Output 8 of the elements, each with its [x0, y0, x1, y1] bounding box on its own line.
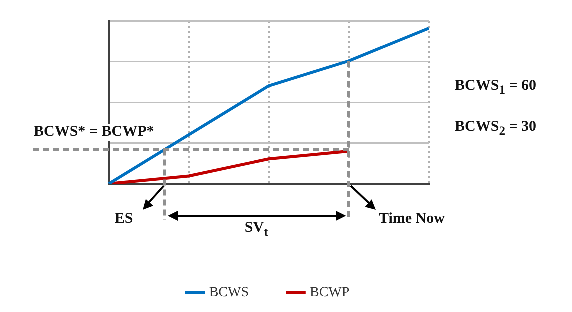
legend-label: BCWP	[310, 286, 350, 301]
text: Time Now	[379, 211, 445, 228]
ref-line-label: BCWS* = BCWP*	[34, 124, 154, 141]
text: SV$_{t}$	[244, 220, 268, 240]
text: BCWS$_{1}$ = 60	[455, 78, 536, 98]
legend-label: BCWS	[209, 286, 250, 301]
text: BCWS$_{2}$ = 30	[455, 119, 536, 139]
text: ES	[114, 211, 134, 228]
